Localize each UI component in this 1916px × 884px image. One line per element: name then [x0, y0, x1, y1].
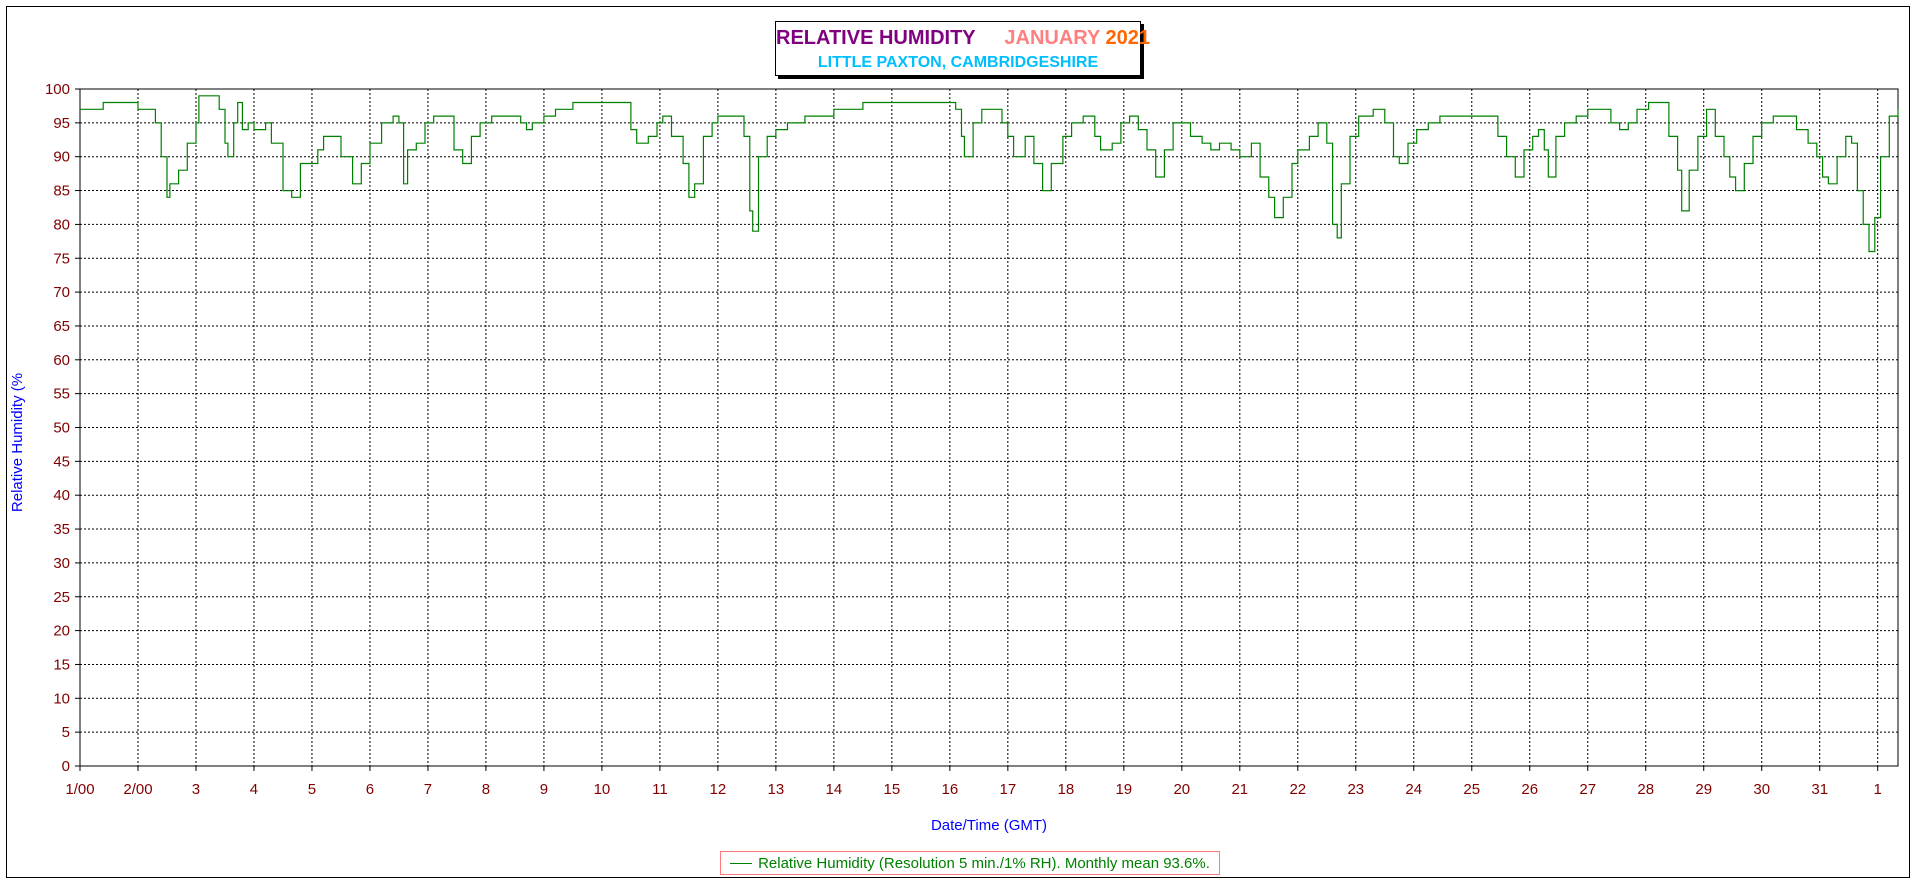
- y-tick-label: 0: [62, 758, 70, 775]
- chart-subtitle: LITTLE PAXTON, CAMBRIDGESHIRE: [776, 54, 1140, 72]
- y-tick-label: 65: [53, 318, 70, 335]
- x-tick-label: 11: [652, 781, 668, 798]
- x-tick-label: 20: [1173, 781, 1190, 798]
- series-line-relative-humidity: [80, 95, 1899, 253]
- chart-title-box: RELATIVE HUMIDITY JANUARY 2021 LITTLE PA…: [775, 21, 1150, 76]
- x-tick-label: 23: [1347, 781, 1364, 798]
- x-tick-label: 16: [942, 781, 959, 798]
- y-tick-label: 100: [45, 81, 70, 98]
- x-tick-label: 8: [482, 781, 490, 798]
- title-year: 2021: [1105, 27, 1151, 49]
- chart-title: RELATIVE HUMIDITY JANUARY 2021: [776, 27, 1150, 50]
- x-tick-label: 12: [710, 781, 727, 798]
- y-tick-label: 60: [53, 352, 70, 369]
- y-tick-label: 90: [53, 149, 70, 166]
- y-tick-label: 45: [53, 453, 70, 470]
- x-tick-label: 26: [1521, 781, 1538, 798]
- x-tick-label: 19: [1115, 781, 1132, 798]
- x-tick-label: 1/00: [65, 781, 94, 798]
- y-tick-label: 80: [53, 216, 70, 233]
- x-tick-label: 30: [1753, 781, 1770, 798]
- y-tick-label: 75: [53, 250, 70, 267]
- x-tick-label: 2/00: [123, 781, 152, 798]
- x-tick-label: 15: [884, 781, 901, 798]
- x-tick-label: 14: [826, 781, 843, 798]
- x-tick-label: 29: [1695, 781, 1712, 798]
- y-tick-label: 5: [62, 724, 70, 741]
- chart-frame: [6, 6, 1910, 878]
- y-tick-label: 70: [53, 284, 70, 301]
- x-tick-label: 17: [1000, 781, 1017, 798]
- x-axis-title: Date/Time (GMT): [931, 817, 1047, 834]
- x-tick-label: 10: [594, 781, 611, 798]
- y-tick-label: 55: [53, 386, 70, 403]
- x-tick-label: 7: [424, 781, 432, 798]
- y-tick-label: 95: [53, 115, 70, 132]
- y-tick-label: 10: [53, 690, 70, 707]
- x-tick-label: 4: [250, 781, 258, 798]
- x-tick-label: 31: [1811, 781, 1828, 798]
- x-tick-label: 25: [1463, 781, 1480, 798]
- x-tick-label: 13: [768, 781, 785, 798]
- x-tick-label: 5: [308, 781, 316, 798]
- title-month: JANUARY: [1004, 27, 1100, 49]
- x-tick-label: 24: [1405, 781, 1422, 798]
- x-tick-label: 9: [540, 781, 548, 798]
- x-tick-label: 27: [1579, 781, 1596, 798]
- y-tick-label: 50: [53, 420, 70, 437]
- y-axis-ticks: 0 5 10 15 20 25 30 35 40 45 50 55 60 65 70 75 80 85 90 95 10…: [45, 81, 80, 775]
- x-tick-label: 3: [192, 781, 200, 798]
- y-tick-label: 40: [53, 487, 70, 504]
- title-main: RELATIVE HUMIDITY: [776, 27, 976, 49]
- x-tick-label: 21: [1231, 781, 1248, 798]
- x-tick-label: 6: [366, 781, 374, 798]
- x-tick-label: 28: [1637, 781, 1654, 798]
- legend: Relative Humidity (Resolution 5 min./1% …: [720, 851, 1220, 875]
- y-tick-label: 35: [53, 521, 70, 538]
- y-tick-label: 30: [53, 555, 70, 572]
- legend-line-swatch: [730, 862, 753, 864]
- x-axis-ticks: 1/00 2/00 3 4 5 6 7 8 9 10 11 12 13 14 15 16 17 18 19 20 21 2…: [65, 766, 1882, 798]
- y-tick-label: 25: [53, 589, 70, 606]
- grid: [80, 89, 1898, 766]
- x-tick-label: 18: [1057, 781, 1074, 798]
- y-tick-label: 15: [53, 656, 70, 673]
- y-tick-label: 85: [53, 183, 70, 200]
- y-axis-title: Relative Humidity (%: [9, 373, 26, 512]
- legend-label: Relative Humidity (Resolution 5 min./1% …: [758, 854, 1210, 872]
- title-location: LITTLE PAXTON, CAMBRIDGESHIRE: [817, 54, 1099, 71]
- x-tick-label: 1: [1874, 781, 1882, 798]
- y-tick-label: 20: [53, 623, 70, 640]
- x-tick-label: 22: [1289, 781, 1306, 798]
